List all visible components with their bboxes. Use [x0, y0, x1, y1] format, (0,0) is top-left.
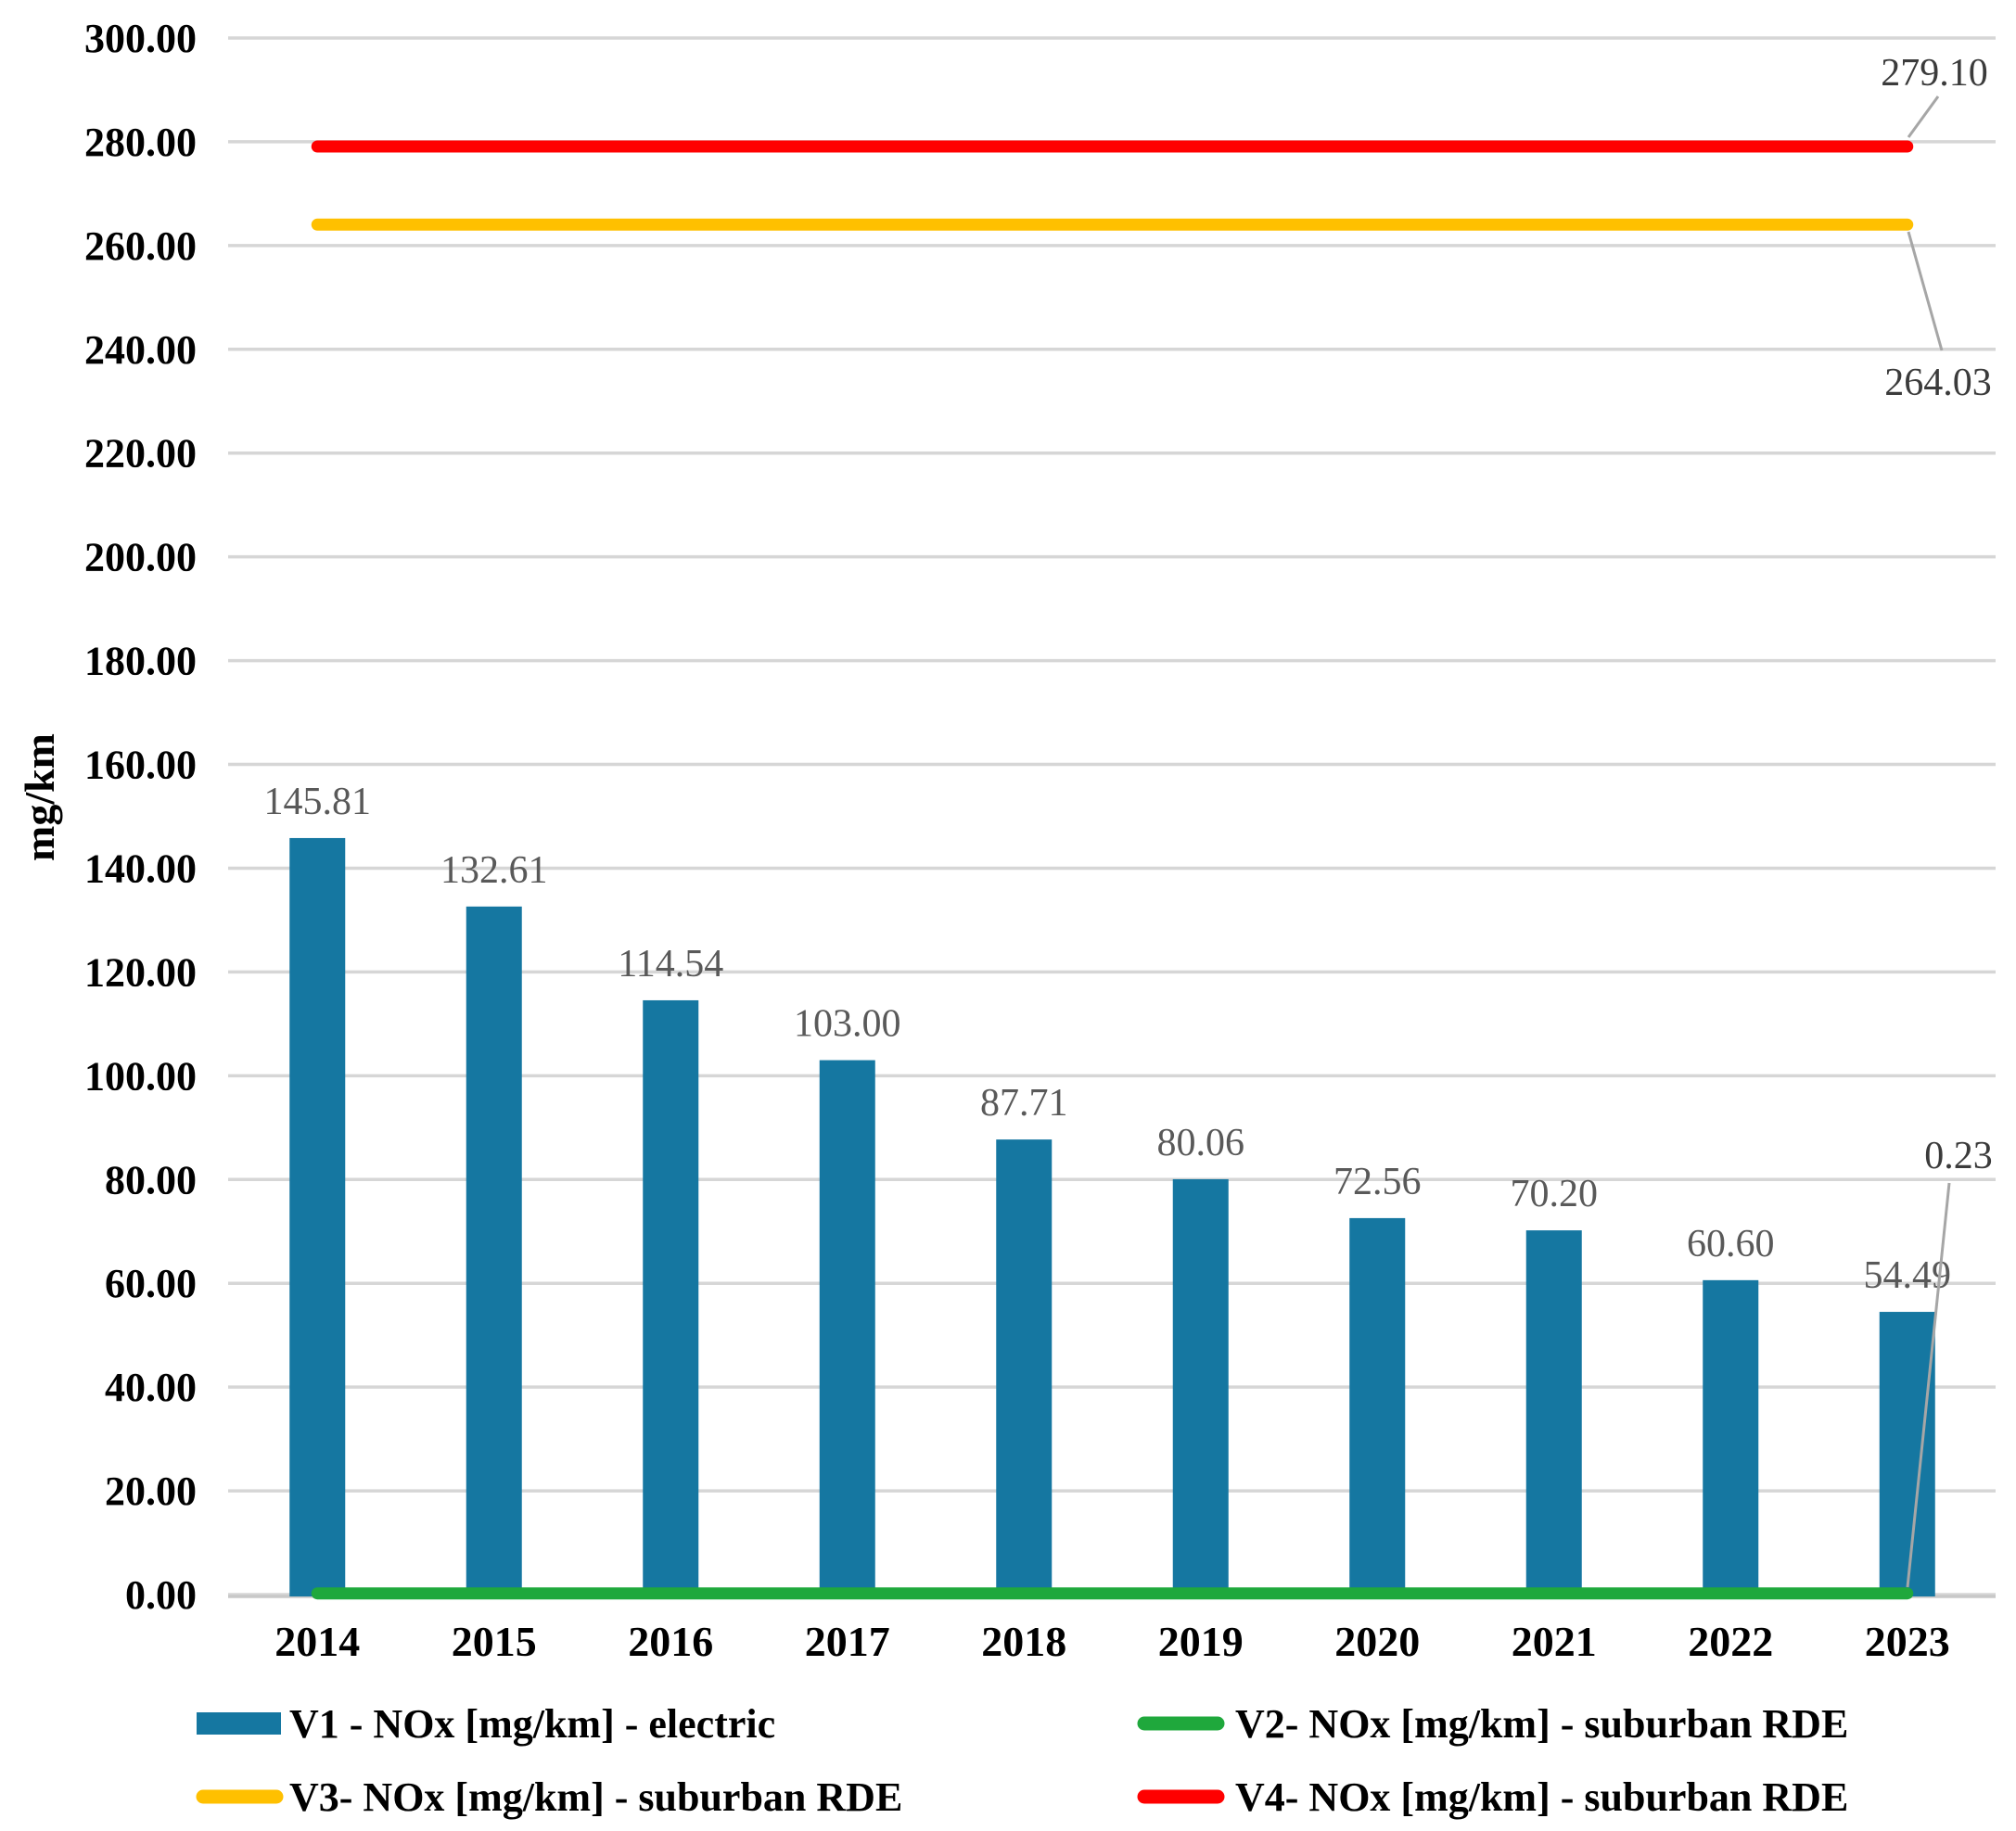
x-tick-label-2020: 2020 [1334, 1618, 1420, 1665]
x-tick-label-2022: 2022 [1688, 1618, 1773, 1665]
bar-value-label-2021: 70.20 [1511, 1173, 1599, 1215]
x-tick-label-2014: 2014 [274, 1618, 360, 1665]
bar-2016 [643, 999, 699, 1596]
x-tick-label-2017: 2017 [805, 1618, 890, 1665]
bar-value-label-2019: 80.06 [1157, 1122, 1245, 1164]
annotation-label-0.23: 0.23 [1924, 1135, 1993, 1177]
legend-label-v4: V4- NOx [mg/km] - suburban RDE [1235, 1774, 1848, 1820]
bar-2018 [996, 1139, 1053, 1596]
y-tick-label-80.00: 80.00 [105, 1157, 197, 1202]
y-tick-label-100.00: 100.00 [84, 1053, 197, 1099]
x-tick-label-2015: 2015 [452, 1618, 537, 1665]
bar-value-label-2016: 114.54 [618, 943, 723, 985]
bar-value-label-2015: 132.61 [440, 849, 548, 892]
y-tick-label-180.00: 180.00 [84, 639, 197, 684]
annotation-leader-line-0.23 [1906, 1182, 1951, 1588]
y-tick-label-280.00: 280.00 [84, 120, 197, 165]
annotation-label-279.10: 279.10 [1881, 52, 1988, 95]
bar-2022 [1703, 1279, 1759, 1596]
x-tick-label-2021: 2021 [1512, 1618, 1597, 1665]
annotation-label-264.03: 264.03 [1884, 362, 1992, 404]
bar-2023 [1879, 1312, 1935, 1596]
bar-value-label-2018: 87.71 [980, 1082, 1068, 1125]
y-tick-label-260.00: 260.00 [84, 223, 197, 269]
y-tick-label-300.00: 300.00 [84, 16, 197, 61]
legend-label-v2: V2- NOx [mg/km] - suburban RDE [1235, 1701, 1848, 1747]
bar-value-label-2020: 72.56 [1333, 1161, 1422, 1203]
legend-label-v1: V1 - NOx [mg/km] - electric [289, 1701, 775, 1747]
bar-2015 [466, 906, 522, 1596]
legend-swatch-v1 [197, 1712, 281, 1735]
bar-value-label-2014: 145.81 [264, 781, 372, 823]
bar-value-label-2023: 54.49 [1864, 1254, 1952, 1297]
bar-2019 [1172, 1178, 1229, 1596]
x-tick-label-2018: 2018 [981, 1618, 1066, 1665]
y-tick-label-20.00: 20.00 [105, 1469, 197, 1514]
bar-2017 [819, 1060, 875, 1596]
x-tick-label-2023: 2023 [1865, 1618, 1950, 1665]
bar-2020 [1349, 1217, 1406, 1596]
y-tick-label-120.00: 120.00 [84, 949, 197, 995]
annotation-leader-line-264.03 [1907, 231, 1944, 351]
y-tick-label-200.00: 200.00 [84, 535, 197, 580]
y-tick-label-240.00: 240.00 [84, 327, 197, 373]
x-tick-label-2019: 2019 [1158, 1618, 1244, 1665]
y-tick-label-60.00: 60.00 [105, 1261, 197, 1306]
y-axis-title: mg/km [16, 733, 63, 861]
annotation-leader-line-279.10 [1907, 95, 1940, 138]
legend-label-v3: V3- NOx [mg/km] - suburban RDE [289, 1774, 902, 1820]
y-tick-label-0.00: 0.00 [125, 1572, 197, 1618]
y-tick-label-40.00: 40.00 [105, 1365, 197, 1410]
y-tick-label-220.00: 220.00 [84, 431, 197, 477]
y-tick-label-160.00: 160.00 [84, 743, 197, 788]
x-tick-label-2016: 2016 [628, 1618, 713, 1665]
bar-value-label-2017: 103.00 [794, 1003, 901, 1046]
bar-2021 [1525, 1230, 1582, 1596]
y-tick-label-140.00: 140.00 [84, 846, 197, 891]
bar-2014 [289, 837, 346, 1596]
bar-value-label-2022: 60.60 [1687, 1223, 1775, 1265]
